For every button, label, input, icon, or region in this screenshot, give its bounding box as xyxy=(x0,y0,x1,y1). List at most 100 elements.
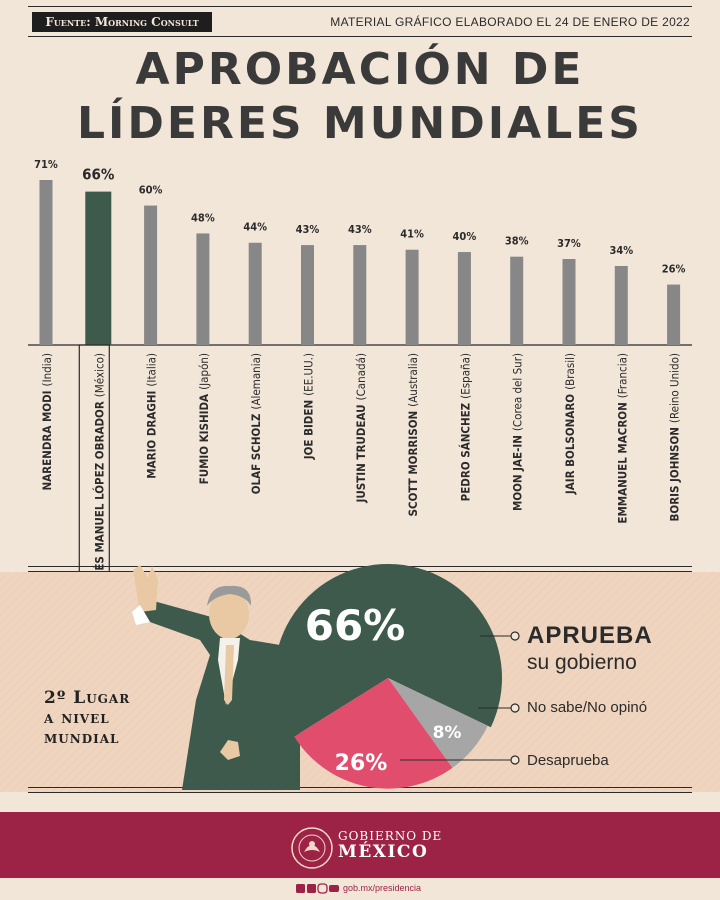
bar xyxy=(196,233,210,345)
svg-text:NARENDRA MODI(India): NARENDRA MODI(India) xyxy=(40,353,54,491)
website-link[interactable]: gob.mx/presidencia xyxy=(343,883,422,893)
bar-category-label: ANDRÉS MANUEL LÓPEZ OBRADOR(México) xyxy=(91,353,106,604)
header-rule xyxy=(28,36,692,37)
svg-text:EMMANUEL MACRON(Francia): EMMANUEL MACRON(Francia) xyxy=(615,353,629,524)
bar xyxy=(457,252,471,345)
svg-text:SCOTT MORRISON(Australia): SCOTT MORRISON(Australia) xyxy=(406,353,420,516)
svg-text:JOE BIDEN(EE.UU.): JOE BIDEN(EE.UU.) xyxy=(302,353,316,460)
bar-value-label: 71% xyxy=(34,158,58,171)
social-icons xyxy=(296,883,339,894)
coat-of-arms-icon xyxy=(291,827,333,869)
bar xyxy=(405,249,419,345)
bar-category-label: EMMANUEL MACRON(Francia) xyxy=(615,353,629,524)
ranking-note: 2º Lugar a nivel mundial xyxy=(44,688,204,748)
legend-dot xyxy=(510,703,520,713)
bar-value-label: 43% xyxy=(348,223,372,236)
pie-slice xyxy=(294,678,453,789)
facebook-icon[interactable] xyxy=(296,884,305,893)
bar-category-label: JAIR BOLSONARO(Brasil) xyxy=(563,353,577,495)
head xyxy=(209,589,249,639)
top-rule xyxy=(28,6,692,7)
bar xyxy=(248,242,262,345)
twitter-icon[interactable] xyxy=(307,884,316,893)
ranking-line-3: mundial xyxy=(44,728,120,748)
bar-value-label: 40% xyxy=(453,230,477,243)
svg-text:BORIS JOHNSON(Reino Unido): BORIS JOHNSON(Reino Unido) xyxy=(668,353,682,521)
pie-slice xyxy=(388,678,488,768)
panel-rule-bottom-1 xyxy=(28,787,692,788)
lower-hand xyxy=(220,740,240,760)
bar xyxy=(144,205,158,345)
bar-category-label: JOE BIDEN(EE.UU.) xyxy=(302,353,316,460)
bar-value-label: 48% xyxy=(191,211,215,224)
panel-rule-bottom-2 xyxy=(28,792,692,793)
svg-text:FUMIO KISHIDA(Japón): FUMIO KISHIDA(Japón) xyxy=(197,353,211,484)
disapprove-label: Desaprueba xyxy=(527,752,609,769)
bar-value-label: 60% xyxy=(139,184,163,197)
hair xyxy=(207,585,252,606)
gov-line-1: GOBIERNO DE xyxy=(338,829,443,843)
bar-category-label: SCOTT MORRISON(Australia) xyxy=(406,353,420,516)
bar-category-label: OLAF SCHOLZ(Alemania) xyxy=(249,353,263,494)
svg-text:PEDRO SÁNCHEZ(España): PEDRO SÁNCHEZ(España) xyxy=(457,353,472,501)
bar xyxy=(353,245,367,345)
bar-category-label: MOON JAE-IN(Corea del Sur) xyxy=(511,353,525,511)
bar-category-label: NARENDRA MODI(India) xyxy=(40,353,54,491)
title-line-2: LÍDERES MUNDIALES xyxy=(76,98,643,149)
approve-label: APRUEBA xyxy=(527,622,653,649)
pie-slice-value: 8% xyxy=(433,723,462,743)
subfooter xyxy=(0,878,720,900)
legend-dot xyxy=(510,631,520,641)
svg-text:MARIO DRAGHI(Italia): MARIO DRAGHI(Italia) xyxy=(145,353,159,479)
youtube-icon[interactable] xyxy=(329,885,339,892)
svg-text:ANDRÉS MANUEL LÓPEZ OBRADOR(Mé: ANDRÉS MANUEL LÓPEZ OBRADOR(México) xyxy=(91,353,106,604)
bar-value-label: 66% xyxy=(82,166,115,184)
bar-value-label: 38% xyxy=(505,235,529,248)
bar-value-label: 41% xyxy=(400,228,424,241)
ranking-line-1: 2º Lugar xyxy=(44,688,131,708)
gov-line-2: MÉXICO xyxy=(338,842,429,862)
source-badge: Fuente: Morning Consult xyxy=(32,12,212,32)
title-line-1: APROBACIÓN DE xyxy=(135,44,585,95)
no-opinion-label: No sabe/No opinó xyxy=(527,699,648,716)
footer-bar xyxy=(0,812,720,878)
creation-date: MATERIAL GRÁFICO ELABORADO EL 24 DE ENER… xyxy=(330,15,690,29)
bar-value-label: 34% xyxy=(609,244,633,257)
pie-slice-value: 66% xyxy=(305,601,406,650)
ranking-line-2: a nivel xyxy=(44,708,110,728)
bar-category-label: BORIS JOHNSON(Reino Unido) xyxy=(668,353,682,521)
bar-category-label: MARIO DRAGHI(Italia) xyxy=(145,353,159,479)
instagram-icon[interactable] xyxy=(317,883,328,894)
bar xyxy=(510,256,524,345)
bar xyxy=(614,265,628,345)
bar-value-label: 43% xyxy=(296,223,320,236)
president-figure xyxy=(132,565,300,790)
panel-rule-top-1 xyxy=(28,566,692,567)
svg-text:JUSTIN TRUDEAU(Canadá): JUSTIN TRUDEAU(Canadá) xyxy=(354,353,368,503)
tie xyxy=(224,645,234,705)
bar-category-label: FUMIO KISHIDA(Japón) xyxy=(197,353,211,484)
bar xyxy=(667,284,681,345)
bar xyxy=(39,180,53,345)
bar xyxy=(562,259,576,345)
bar-category-label: PEDRO SÁNCHEZ(España) xyxy=(457,353,472,501)
bar xyxy=(301,245,314,345)
bar-value-label: 26% xyxy=(662,263,686,276)
svg-text:JAIR BOLSONARO(Brasil): JAIR BOLSONARO(Brasil) xyxy=(563,353,577,495)
bar xyxy=(85,191,112,345)
bar-value-label: 44% xyxy=(243,221,267,234)
pie-slice xyxy=(274,564,502,739)
government-logo-text: GOBIERNO DE MÉXICO xyxy=(338,829,448,861)
bar-value-label: 37% xyxy=(557,237,581,250)
svg-text:MOON JAE-IN(Corea del Sur): MOON JAE-IN(Corea del Sur) xyxy=(511,353,525,511)
approval-bar-chart: 71% NARENDRA MODI(India) 66% ANDRÉS MANUEL … xyxy=(28,158,692,658)
approve-sublabel: su gobierno xyxy=(527,651,637,674)
pie-slice-value: 26% xyxy=(335,751,388,776)
bar-category-label: JUSTIN TRUDEAU(Canadá) xyxy=(354,353,368,503)
svg-text:OLAF SCHOLZ(Alemania): OLAF SCHOLZ(Alemania) xyxy=(249,353,263,494)
legend-dot xyxy=(510,755,520,765)
waving-hand xyxy=(133,565,158,612)
